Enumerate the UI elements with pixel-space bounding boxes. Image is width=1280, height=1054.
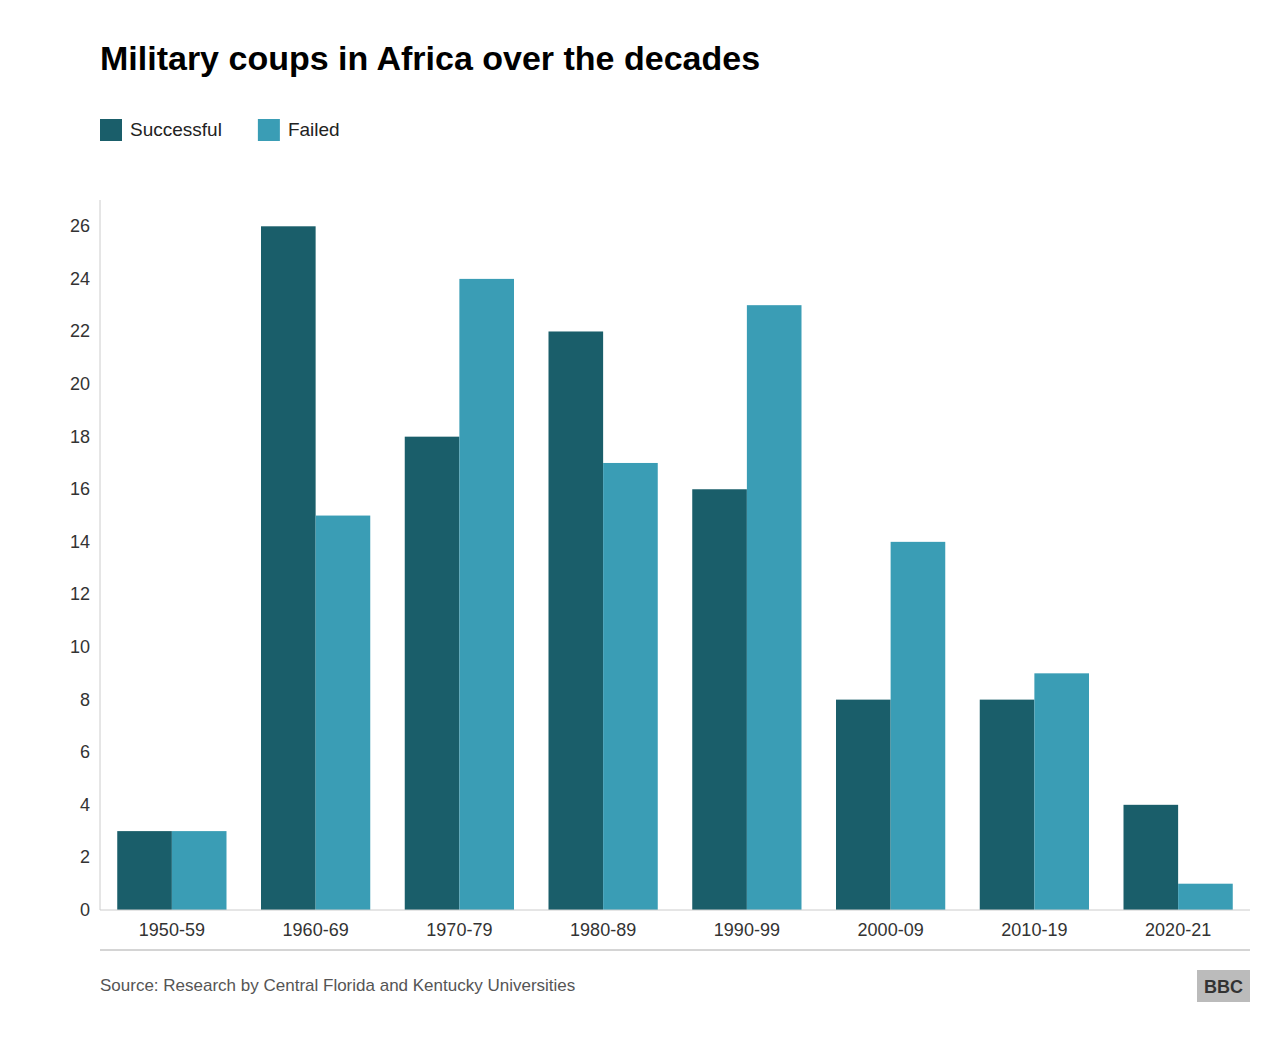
- x-tick-label: 2000-09: [858, 920, 924, 940]
- bar: [836, 700, 891, 910]
- bar: [980, 700, 1035, 910]
- y-tick-label: 10: [70, 637, 90, 657]
- y-tick-label: 0: [80, 900, 90, 920]
- logo: BBC: [1197, 970, 1250, 1002]
- y-tick-label: 20: [70, 374, 90, 394]
- bar: [172, 831, 227, 910]
- y-tick-label: 4: [80, 795, 90, 815]
- bar: [316, 516, 371, 910]
- bar: [117, 831, 172, 910]
- x-tick-label: 2020-21: [1145, 920, 1211, 940]
- chart-container: Military coups in Africa over the decade…: [0, 0, 1280, 1054]
- x-tick-label: 1950-59: [139, 920, 205, 940]
- y-tick-label: 8: [80, 690, 90, 710]
- legend-label: Failed: [288, 119, 340, 140]
- bar: [692, 489, 747, 910]
- chart: Military coups in Africa over the decade…: [0, 0, 1280, 1054]
- x-tick-label: 1970-79: [426, 920, 492, 940]
- bar: [1034, 673, 1089, 910]
- logo-box: [1197, 970, 1250, 1002]
- y-tick-label: 18: [70, 427, 90, 447]
- x-tick-label: 2010-19: [1001, 920, 1067, 940]
- legend-swatch: [100, 119, 122, 141]
- logo-text: BBC: [1204, 977, 1243, 997]
- legend: Successful Failed: [100, 119, 340, 141]
- bars: [117, 226, 1233, 910]
- bar: [459, 279, 514, 910]
- bar: [1178, 884, 1233, 910]
- y-tick-label: 22: [70, 321, 90, 341]
- x-axis-line: [100, 910, 1250, 911]
- y-tick-label: 12: [70, 584, 90, 604]
- legend-label: Successful: [130, 119, 222, 140]
- legend-swatch: [258, 119, 280, 141]
- bar: [747, 305, 802, 910]
- y-tick-label: 26: [70, 216, 90, 236]
- bar: [549, 331, 604, 910]
- y-tick-label: 2: [80, 847, 90, 867]
- title: Military coups in Africa over the decade…: [100, 39, 760, 77]
- bar: [603, 463, 658, 910]
- source-note: Source: Research by Central Florida and …: [100, 976, 575, 995]
- bar: [405, 437, 460, 910]
- x-tick-label: 1980-89: [570, 920, 636, 940]
- y-tick-label: 6: [80, 742, 90, 762]
- x-tick-label: 1990-99: [714, 920, 780, 940]
- x-tick-label: 1960-69: [283, 920, 349, 940]
- y-tick-label: 16: [70, 479, 90, 499]
- y-axis-line: [100, 200, 101, 910]
- bar: [261, 226, 316, 910]
- y-tick-label: 14: [70, 532, 90, 552]
- footer-separator: [100, 950, 1250, 951]
- bar: [1124, 805, 1179, 910]
- y-tick-label: 24: [70, 269, 90, 289]
- bar: [891, 542, 946, 910]
